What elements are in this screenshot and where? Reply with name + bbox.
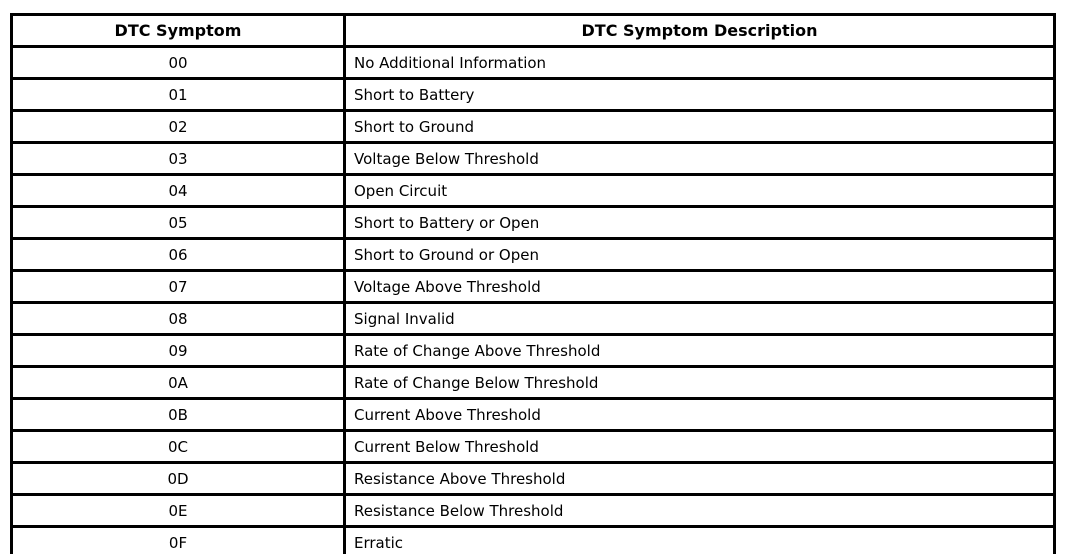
symptom-code-cell: 0D bbox=[10, 461, 346, 496]
symptom-code-cell: 0F bbox=[10, 525, 346, 554]
table-row: 0F Erratic bbox=[10, 525, 1056, 554]
symptom-code-cell: 03 bbox=[10, 141, 346, 176]
table-row: 0E Resistance Below Threshold bbox=[10, 493, 1056, 528]
symptom-description-cell: Rate of Change Above Threshold bbox=[343, 333, 1056, 368]
symptom-description-cell: Current Below Threshold bbox=[343, 429, 1056, 464]
dtc-symptom-table: DTC Symptom DTC Symptom Description 00 N… bbox=[10, 13, 1056, 554]
symptom-code-cell: 05 bbox=[10, 205, 346, 240]
symptom-description-cell: Current Above Threshold bbox=[343, 397, 1056, 432]
table-row: 04 Open Circuit bbox=[10, 173, 1056, 208]
table-row: 02 Short to Ground bbox=[10, 109, 1056, 144]
symptom-description-cell: Erratic bbox=[343, 525, 1056, 554]
table-row: 09 Rate of Change Above Threshold bbox=[10, 333, 1056, 368]
symptom-description-cell: Resistance Above Threshold bbox=[343, 461, 1056, 496]
symptom-code-cell: 07 bbox=[10, 269, 346, 304]
table-row: 08 Signal Invalid bbox=[10, 301, 1056, 336]
symptom-code-cell: 0E bbox=[10, 493, 346, 528]
symptom-code-cell: 04 bbox=[10, 173, 346, 208]
table-row: 0B Current Above Threshold bbox=[10, 397, 1056, 432]
symptom-description-cell: Short to Ground or Open bbox=[343, 237, 1056, 272]
symptom-description-cell: Short to Battery or Open bbox=[343, 205, 1056, 240]
symptom-code-cell: 0A bbox=[10, 365, 346, 400]
column-header-dtc-symptom-description: DTC Symptom Description bbox=[343, 13, 1056, 48]
symptom-description-cell: Open Circuit bbox=[343, 173, 1056, 208]
symptom-description-cell: Short to Ground bbox=[343, 109, 1056, 144]
table-row: 0C Current Below Threshold bbox=[10, 429, 1056, 464]
symptom-description-cell: Short to Battery bbox=[343, 77, 1056, 112]
table-row: 0D Resistance Above Threshold bbox=[10, 461, 1056, 496]
symptom-code-cell: 00 bbox=[10, 45, 346, 80]
table-header: DTC Symptom DTC Symptom Description bbox=[10, 13, 1056, 48]
symptom-code-cell: 0B bbox=[10, 397, 346, 432]
symptom-description-cell: Rate of Change Below Threshold bbox=[343, 365, 1056, 400]
table-row: 0A Rate of Change Below Threshold bbox=[10, 365, 1056, 400]
symptom-description-cell: Voltage Above Threshold bbox=[343, 269, 1056, 304]
symptom-code-cell: 09 bbox=[10, 333, 346, 368]
table-row: 05 Short to Battery or Open bbox=[10, 205, 1056, 240]
table-row: 03 Voltage Below Threshold bbox=[10, 141, 1056, 176]
table-row: 01 Short to Battery bbox=[10, 77, 1056, 112]
symptom-code-cell: 02 bbox=[10, 109, 346, 144]
table-body: 00 No Additional Information 01 Short to… bbox=[10, 45, 1056, 554]
symptom-code-cell: 0C bbox=[10, 429, 346, 464]
table-row: 06 Short to Ground or Open bbox=[10, 237, 1056, 272]
table-row: 07 Voltage Above Threshold bbox=[10, 269, 1056, 304]
symptom-description-cell: Signal Invalid bbox=[343, 301, 1056, 336]
column-header-dtc-symptom: DTC Symptom bbox=[10, 13, 346, 48]
symptom-description-cell: Resistance Below Threshold bbox=[343, 493, 1056, 528]
symptom-code-cell: 08 bbox=[10, 301, 346, 336]
symptom-description-cell: No Additional Information bbox=[343, 45, 1056, 80]
header-row: DTC Symptom DTC Symptom Description bbox=[10, 13, 1056, 48]
table-row: 00 No Additional Information bbox=[10, 45, 1056, 80]
symptom-description-cell: Voltage Below Threshold bbox=[343, 141, 1056, 176]
symptom-code-cell: 06 bbox=[10, 237, 346, 272]
symptom-code-cell: 01 bbox=[10, 77, 346, 112]
